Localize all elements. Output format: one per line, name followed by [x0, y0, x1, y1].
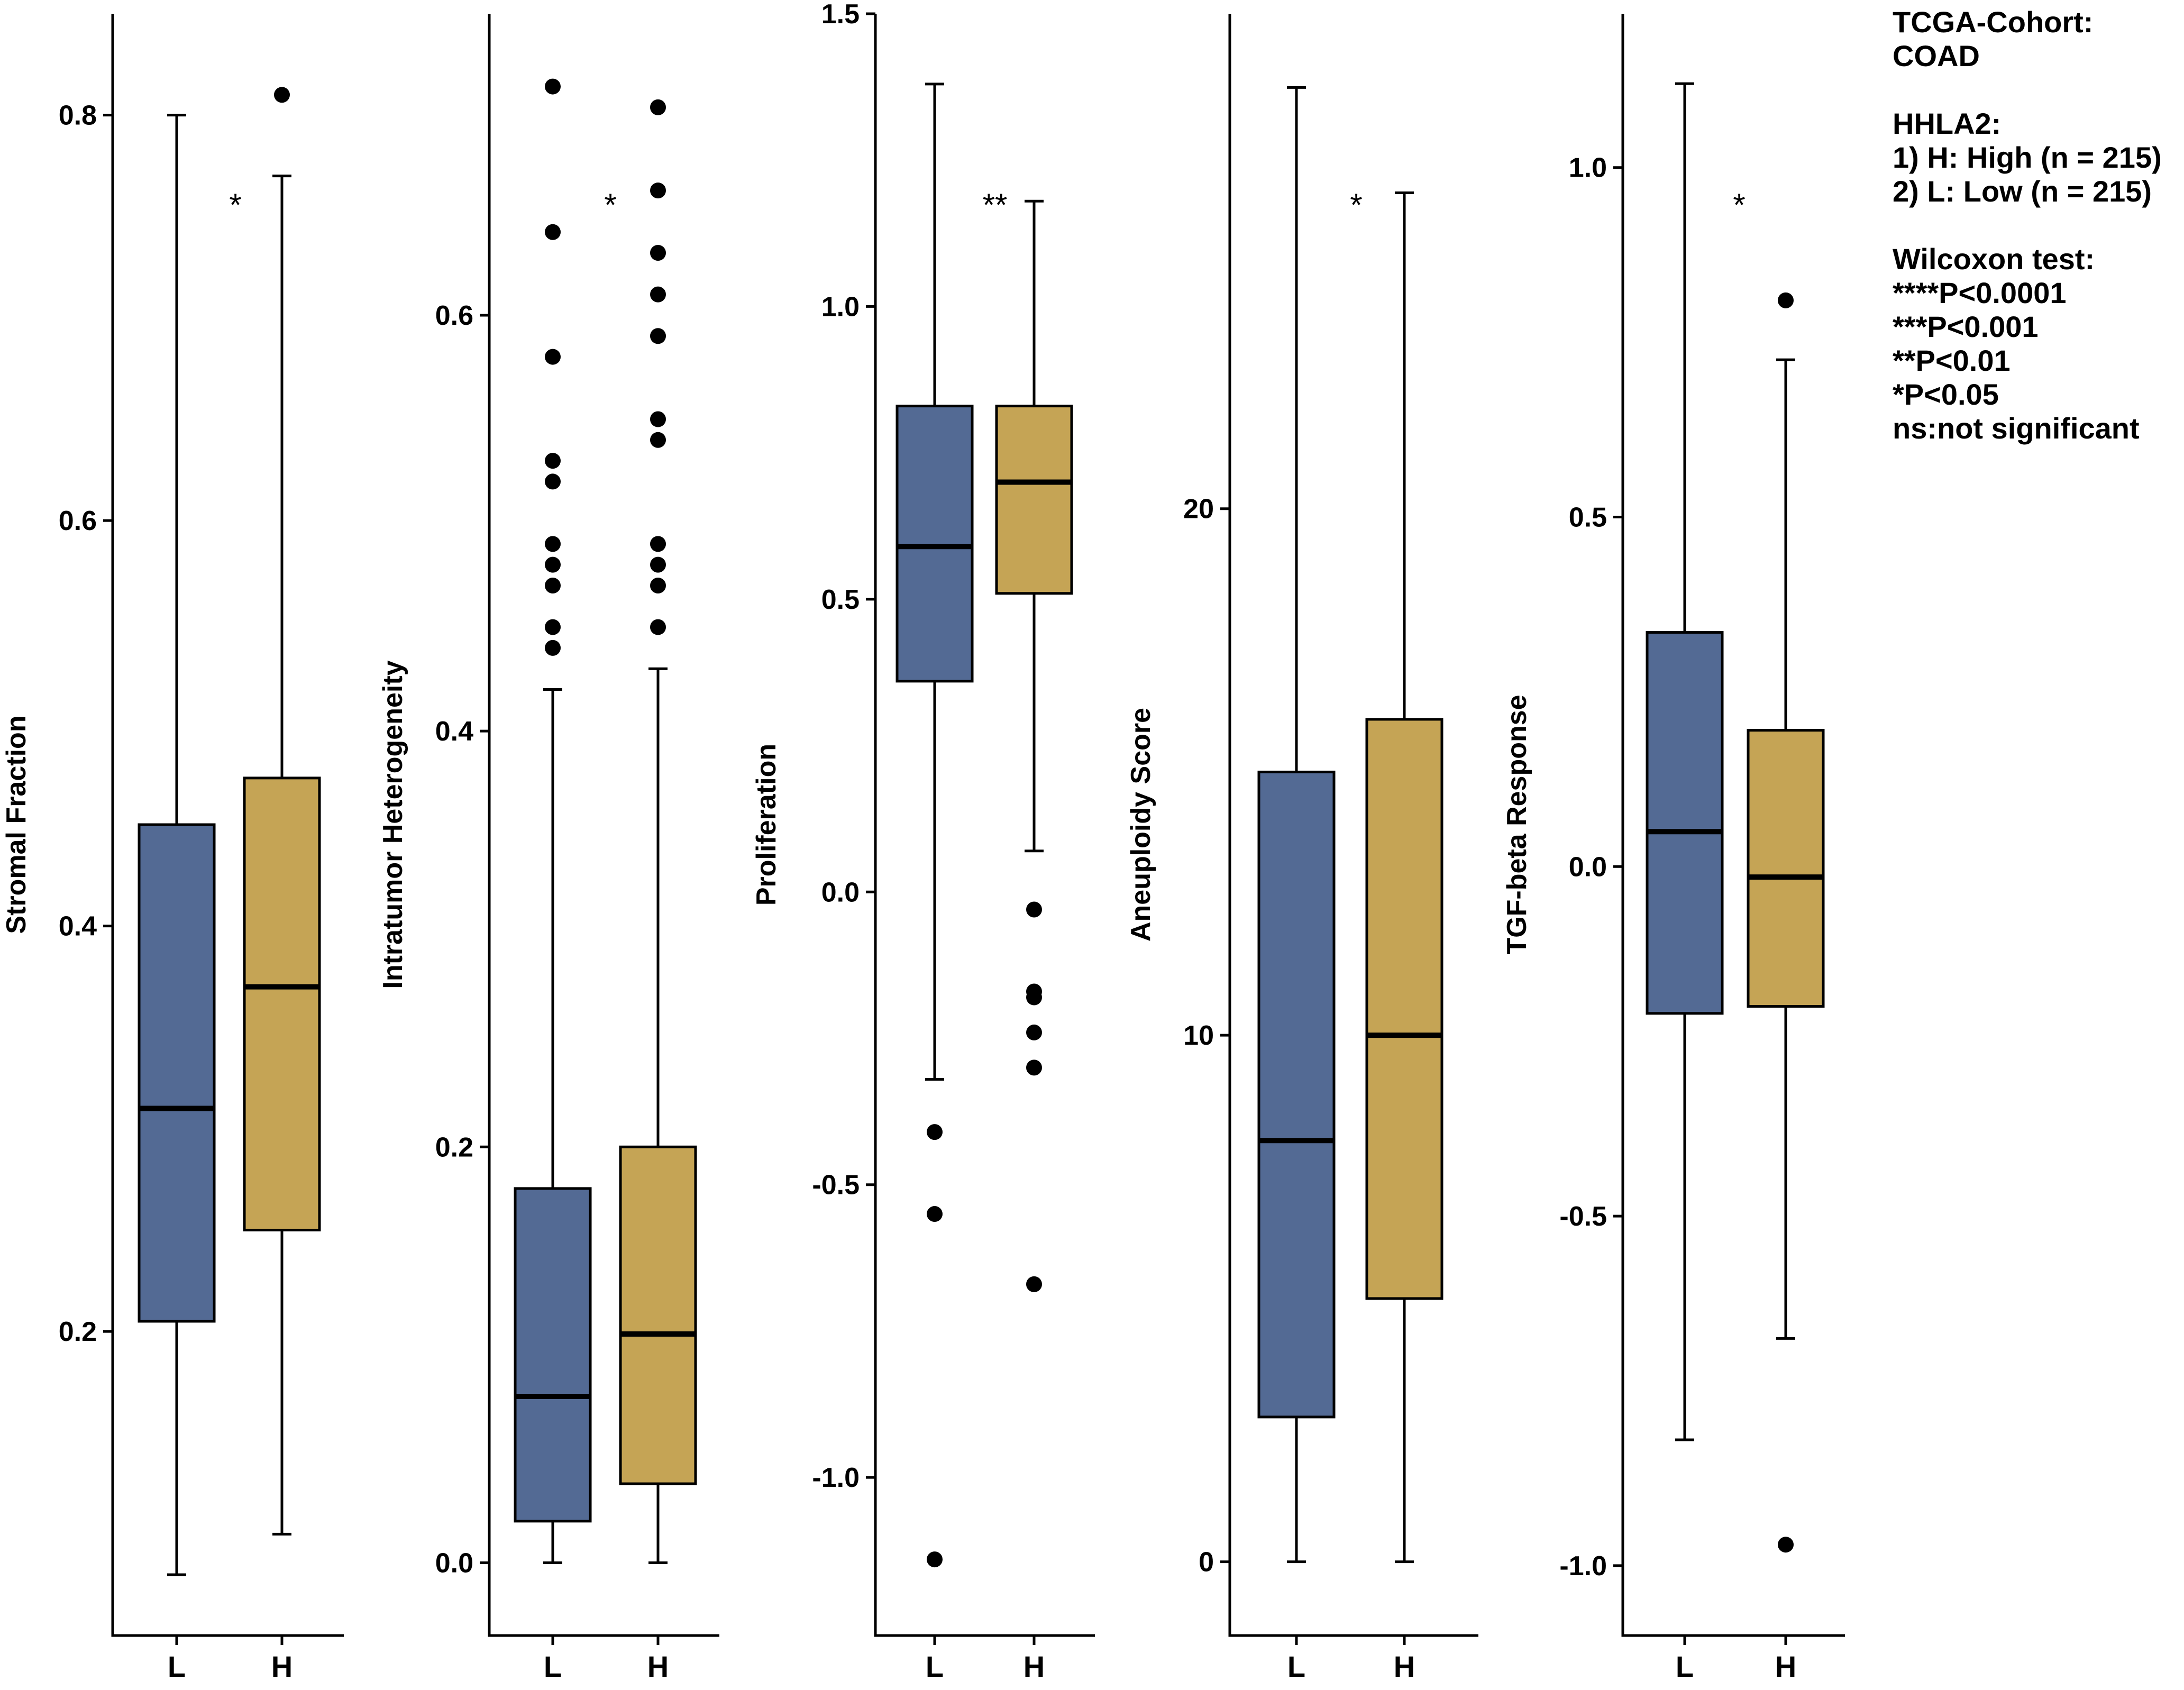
outlier-point-high — [1026, 1059, 1042, 1076]
y-tick-label: 0.0 — [435, 1548, 473, 1578]
outlier-point-high — [1026, 989, 1042, 1006]
outlier-point-low — [545, 349, 561, 365]
x-tick-label: H — [1394, 1650, 1415, 1683]
outlier-point-high — [650, 556, 666, 573]
outlier-point-high — [1026, 1024, 1042, 1040]
box-high — [619, 1145, 697, 1485]
x-tick-label: L — [1676, 1650, 1694, 1683]
outlier-point-low — [545, 619, 561, 635]
outlier-point-high — [1778, 292, 1794, 308]
significance-label: ** — [983, 187, 1008, 223]
outlier-point-low — [545, 577, 561, 593]
y-tick-label: 0.6 — [59, 506, 97, 536]
x-tick-label: L — [926, 1650, 944, 1683]
box-high — [1747, 729, 1825, 1008]
outlier-point-high — [274, 87, 290, 103]
legend-sig-3: ***P<0.001 — [1893, 310, 2039, 343]
legend-group-high: 1) H: High (n = 215) — [1893, 141, 2162, 174]
outlier-point-high — [650, 411, 666, 427]
significance-label: * — [1733, 187, 1745, 223]
significance-label: * — [604, 187, 616, 223]
outlier-point-low — [545, 556, 561, 573]
significance-label: * — [1350, 187, 1362, 223]
legend-test-title: Wilcoxon test: — [1893, 242, 2095, 276]
box-low — [138, 823, 216, 1323]
y-axis-label: Stromal Fraction — [1, 715, 32, 934]
box-high — [995, 405, 1073, 595]
legend-sig-2: **P<0.01 — [1893, 344, 2011, 377]
y-tick-label: 0.4 — [435, 716, 473, 747]
legend-gene-title: HHLA2: — [1893, 107, 2002, 140]
outlier-point-high — [1026, 1276, 1042, 1292]
outlier-point-low — [927, 1551, 943, 1568]
y-tick-label: 10 — [1183, 1020, 1214, 1051]
outlier-point-high — [650, 286, 666, 303]
legend-sig-4: ****P<0.0001 — [1893, 276, 2067, 309]
y-axis-label: Intratumor Heterogeneity — [378, 660, 408, 989]
x-tick-label: H — [1024, 1650, 1045, 1683]
outlier-point-low — [927, 1124, 943, 1140]
y-tick-label: 0.5 — [1569, 503, 1607, 533]
y-tick-label: 0.2 — [435, 1132, 473, 1163]
y-tick-label: -1.0 — [1559, 1551, 1607, 1582]
legend: TCGA-Cohort: COAD HHLA2: 1) H: High (n =… — [1893, 5, 2183, 445]
y-tick-label: 20 — [1183, 494, 1214, 525]
y-tick-label: 1.0 — [821, 291, 860, 322]
y-tick-label: 0.0 — [821, 877, 860, 908]
box-low — [1646, 631, 1724, 1015]
y-tick-label: -1.0 — [812, 1463, 860, 1493]
box-high — [1365, 718, 1443, 1300]
outlier-point-high — [650, 536, 666, 552]
y-tick-label: 0 — [1199, 1547, 1214, 1578]
y-tick-label: 1.0 — [1569, 153, 1607, 184]
outlier-point-high — [1778, 1537, 1794, 1553]
x-tick-label: H — [647, 1650, 669, 1683]
outlier-point-high — [650, 619, 666, 635]
y-tick-label: 0.8 — [59, 101, 97, 131]
legend-group-low: 2) L: Low (n = 215) — [1893, 175, 2152, 208]
outlier-point-high — [650, 99, 666, 115]
y-tick-label: -0.5 — [812, 1170, 860, 1201]
y-axis-label: Proliferation — [751, 744, 782, 906]
significance-label: * — [229, 187, 241, 223]
y-tick-label: 0.5 — [821, 584, 860, 615]
legend-cohort-title: TCGA-Cohort: — [1893, 5, 2094, 39]
box-high — [243, 777, 321, 1232]
y-tick-label: 0.2 — [59, 1317, 97, 1347]
outlier-point-low — [545, 78, 561, 95]
box-low — [895, 405, 974, 683]
outlier-point-low — [545, 640, 561, 656]
x-tick-label: H — [1775, 1650, 1796, 1683]
y-tick-label: 1.5 — [821, 0, 860, 30]
outlier-point-high — [1026, 901, 1042, 918]
y-tick-label: 0.6 — [435, 300, 473, 331]
legend-cohort-name: COAD — [1893, 39, 1980, 72]
x-tick-label: H — [271, 1650, 293, 1683]
outlier-point-low — [545, 224, 561, 240]
y-tick-label: 0.4 — [59, 911, 97, 942]
x-tick-label: L — [1287, 1650, 1305, 1683]
y-axis-label: Aneuploidy Score — [1126, 708, 1156, 942]
box-low — [514, 1187, 592, 1523]
y-tick-label: -0.5 — [1559, 1201, 1607, 1232]
outlier-point-low — [545, 453, 561, 469]
legend-sig-ns: ns:not significant — [1893, 412, 2140, 445]
outlier-point-high — [650, 245, 666, 261]
outlier-point-high — [650, 577, 666, 593]
outlier-point-low — [545, 473, 561, 490]
legend-sig-1: *P<0.05 — [1893, 378, 1999, 411]
outlier-point-low — [927, 1206, 943, 1222]
outlier-point-high — [650, 432, 666, 448]
box-low — [1257, 770, 1336, 1419]
outlier-point-low — [545, 536, 561, 552]
x-tick-label: L — [168, 1650, 186, 1683]
y-axis-label: TGF-beta Response — [1502, 695, 1532, 954]
outlier-point-high — [650, 182, 666, 199]
x-tick-label: L — [544, 1650, 562, 1683]
outlier-point-high — [650, 328, 666, 344]
y-tick-label: 0.0 — [1569, 852, 1607, 882]
